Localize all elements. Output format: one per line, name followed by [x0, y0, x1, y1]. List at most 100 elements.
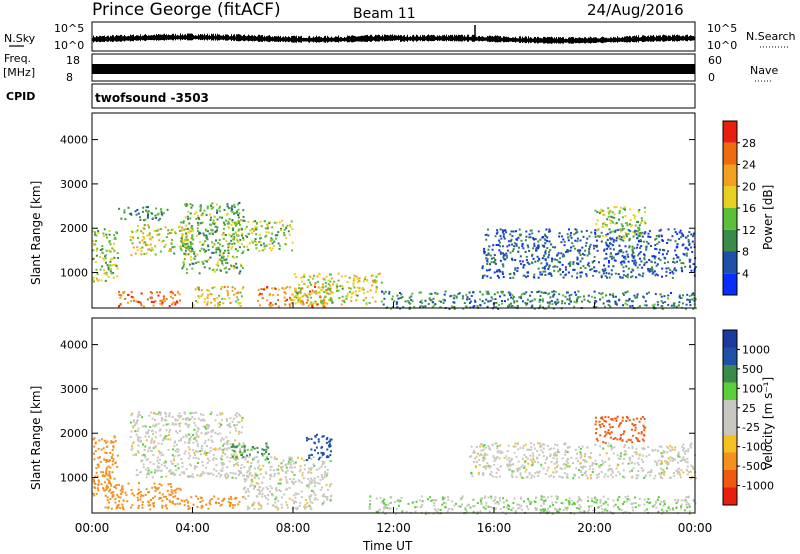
heatmap-cell — [542, 291, 545, 294]
heatmap-cell — [105, 452, 108, 454]
heatmap-cell — [216, 433, 219, 435]
heatmap-cell — [130, 213, 133, 216]
heatmap-cell — [329, 454, 332, 457]
heatmap-cell — [205, 454, 208, 457]
heatmap-cell — [302, 301, 305, 304]
heatmap-cell — [446, 510, 449, 513]
heatmap-cell — [298, 291, 300, 294]
nsky-trace-segment — [344, 36, 345, 42]
heatmap-cell — [488, 269, 490, 272]
nsky-trace-segment — [361, 35, 362, 42]
nsky-trace-segment — [94, 37, 95, 42]
nsky-trace-segment — [286, 37, 287, 42]
heatmap-cell — [203, 248, 205, 251]
heatmap-cell — [221, 254, 224, 257]
heatmap-cell — [540, 495, 543, 498]
heatmap-cell — [552, 504, 555, 506]
heatmap-cell — [576, 237, 579, 240]
heatmap-cell — [157, 469, 160, 472]
heatmap-cell — [602, 213, 605, 216]
heatmap-cell — [651, 304, 654, 307]
nsky-trace-segment — [338, 35, 339, 43]
nsky-trace-segment — [239, 34, 240, 42]
heatmap-cell — [186, 416, 189, 419]
heatmap-cell — [570, 300, 572, 303]
heatmap-cell — [244, 498, 247, 501]
heatmap-cell — [330, 299, 333, 302]
heatmap-cell — [539, 299, 542, 301]
heatmap-cell — [165, 434, 168, 437]
heatmap-cell — [610, 243, 613, 245]
heatmap-cell — [134, 424, 136, 427]
heatmap-cell — [174, 294, 177, 297]
nsky-trace-segment — [478, 36, 479, 42]
heatmap-cell — [149, 238, 152, 241]
heatmap-cell — [254, 226, 257, 229]
nsky-trace-segment — [100, 35, 101, 43]
heatmap-cell — [625, 265, 628, 268]
heatmap-cell — [175, 430, 178, 433]
heatmap-cell — [655, 506, 658, 509]
heatmap-cell — [676, 260, 679, 263]
heatmap-cell — [633, 451, 636, 454]
heatmap-cell — [208, 425, 211, 428]
heatmap-cell — [191, 416, 194, 418]
heatmap-cell — [639, 274, 642, 277]
heatmap-cell — [119, 304, 122, 307]
heatmap-cell — [544, 242, 547, 245]
heatmap-cell — [655, 234, 658, 237]
heatmap-cell — [543, 502, 546, 505]
heatmap-cell — [93, 452, 95, 455]
heatmap-cell — [265, 442, 268, 445]
heatmap-cell — [691, 298, 694, 301]
heatmap-cell — [136, 246, 139, 249]
heatmap-cell — [192, 434, 195, 436]
heatmap-cell — [609, 242, 611, 245]
heatmap-cell — [231, 449, 234, 452]
heatmap-cell — [623, 274, 625, 277]
nsky-trace-segment — [124, 34, 125, 42]
heatmap-cell — [673, 267, 676, 270]
nsky-trace-segment — [310, 37, 311, 42]
heatmap-cell — [99, 460, 102, 463]
heatmap-cell — [489, 506, 492, 508]
heatmap-cell — [564, 266, 567, 269]
heatmap-cell — [512, 296, 515, 298]
heatmap-cell — [688, 510, 691, 513]
heatmap-cell — [267, 458, 269, 461]
heatmap-cell — [260, 237, 263, 239]
heatmap-cell — [522, 300, 524, 303]
heatmap-cell — [622, 304, 625, 307]
heatmap-cell — [607, 211, 610, 214]
heatmap-cell — [535, 248, 538, 250]
heatmap-cell — [623, 261, 626, 264]
heatmap-cell — [613, 213, 616, 216]
heatmap-cell — [102, 471, 105, 474]
heatmap-cell — [630, 276, 632, 279]
nsky-trace-segment — [261, 35, 262, 42]
heatmap-cell — [254, 244, 257, 246]
heatmap-cell — [604, 269, 607, 272]
heatmap-cell — [271, 226, 274, 229]
heatmap-cell — [567, 271, 570, 274]
nsky-trace-segment — [93, 35, 94, 43]
heatmap-cell — [657, 449, 660, 452]
heatmap-cell — [501, 229, 504, 232]
heatmap-cell — [575, 467, 578, 470]
heatmap-cell — [271, 242, 274, 245]
heatmap-cell — [601, 225, 604, 228]
heatmap-cell — [539, 271, 542, 274]
heatmap-cell — [119, 303, 122, 305]
heatmap-cell — [131, 242, 134, 245]
heatmap-cell — [188, 222, 191, 225]
nsky-trace-segment — [263, 36, 264, 41]
nsky-trace-segment — [452, 34, 453, 42]
nsky-trace-segment — [675, 36, 676, 41]
nsky-trace-segment — [408, 37, 409, 41]
heatmap-cell — [329, 284, 332, 287]
nsky-trace-segment — [244, 34, 245, 42]
nsky-trace-segment — [101, 36, 102, 42]
nsky-trace-segment — [574, 38, 575, 43]
heatmap-cell — [383, 297, 386, 300]
heatmap-cell — [539, 304, 542, 307]
